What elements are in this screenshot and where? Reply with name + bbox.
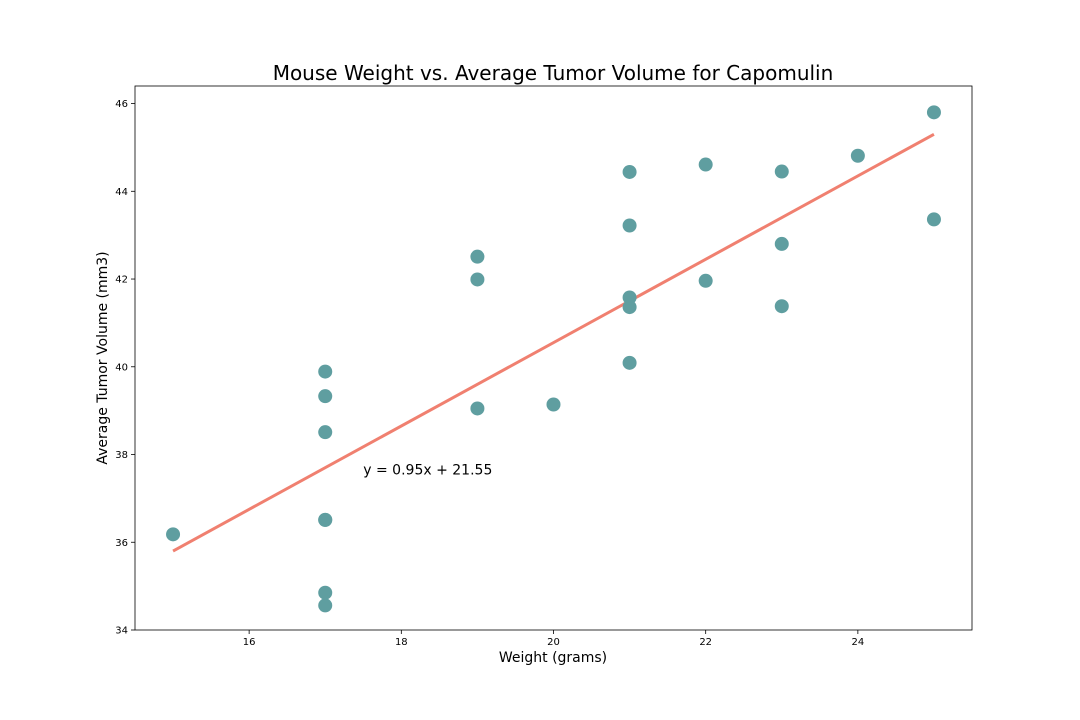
scatter-point — [926, 212, 941, 227]
scatter-point — [318, 389, 333, 404]
x-tick-label: 24 — [851, 637, 864, 648]
scatter-point — [318, 364, 333, 379]
y-tick-label: 38 — [115, 450, 128, 461]
x-tick-label: 16 — [243, 637, 256, 648]
chart-title: Mouse Weight vs. Average Tumor Volume fo… — [273, 61, 834, 85]
scatter-points — [166, 105, 941, 613]
y-tick-label: 46 — [115, 99, 128, 110]
scatter-point — [622, 355, 637, 370]
scatter-point — [546, 397, 561, 412]
x-tick-label: 18 — [395, 637, 408, 648]
y-tick-label: 40 — [115, 362, 128, 373]
regression-equation-annotation: y = 0.95x + 21.55 — [363, 462, 492, 478]
scatter-point — [926, 105, 941, 120]
scatter-point — [698, 157, 713, 172]
y-tick-label: 34 — [115, 626, 128, 637]
scatter-point — [774, 236, 789, 251]
scatter-point — [622, 300, 637, 315]
scatter-point — [622, 218, 637, 233]
scatter-point — [166, 527, 181, 542]
regression-line-group — [172, 132, 935, 553]
scatter-point — [774, 164, 789, 179]
x-axis-label: Weight (grams) — [499, 650, 607, 666]
x-tick-label: 20 — [547, 637, 560, 648]
scatter-point — [850, 148, 865, 163]
scatter-point — [318, 425, 333, 440]
y-tick-label: 36 — [115, 538, 128, 549]
x-tick-label: 22 — [699, 637, 712, 648]
scatter-point — [318, 512, 333, 527]
scatter-point — [622, 164, 637, 179]
y-tick-label: 44 — [115, 187, 128, 198]
scatter-point — [318, 598, 333, 613]
axes: 16 18 20 22 24 34 36 38 40 42 44 46 — [115, 85, 973, 648]
annotations: y = 0.95x + 21.55 — [363, 462, 492, 478]
y-tick-label: 42 — [115, 275, 128, 286]
y-axis-label: Average Tumor Volume (mm3) — [95, 251, 111, 464]
scatter-point — [774, 299, 789, 314]
scatter-point — [470, 249, 485, 264]
scatter-point — [318, 585, 333, 600]
scatter-point — [698, 273, 713, 288]
scatter-point — [470, 272, 485, 287]
regression-line — [172, 132, 935, 553]
scatter-point — [622, 290, 637, 305]
scatter-point — [470, 401, 485, 416]
